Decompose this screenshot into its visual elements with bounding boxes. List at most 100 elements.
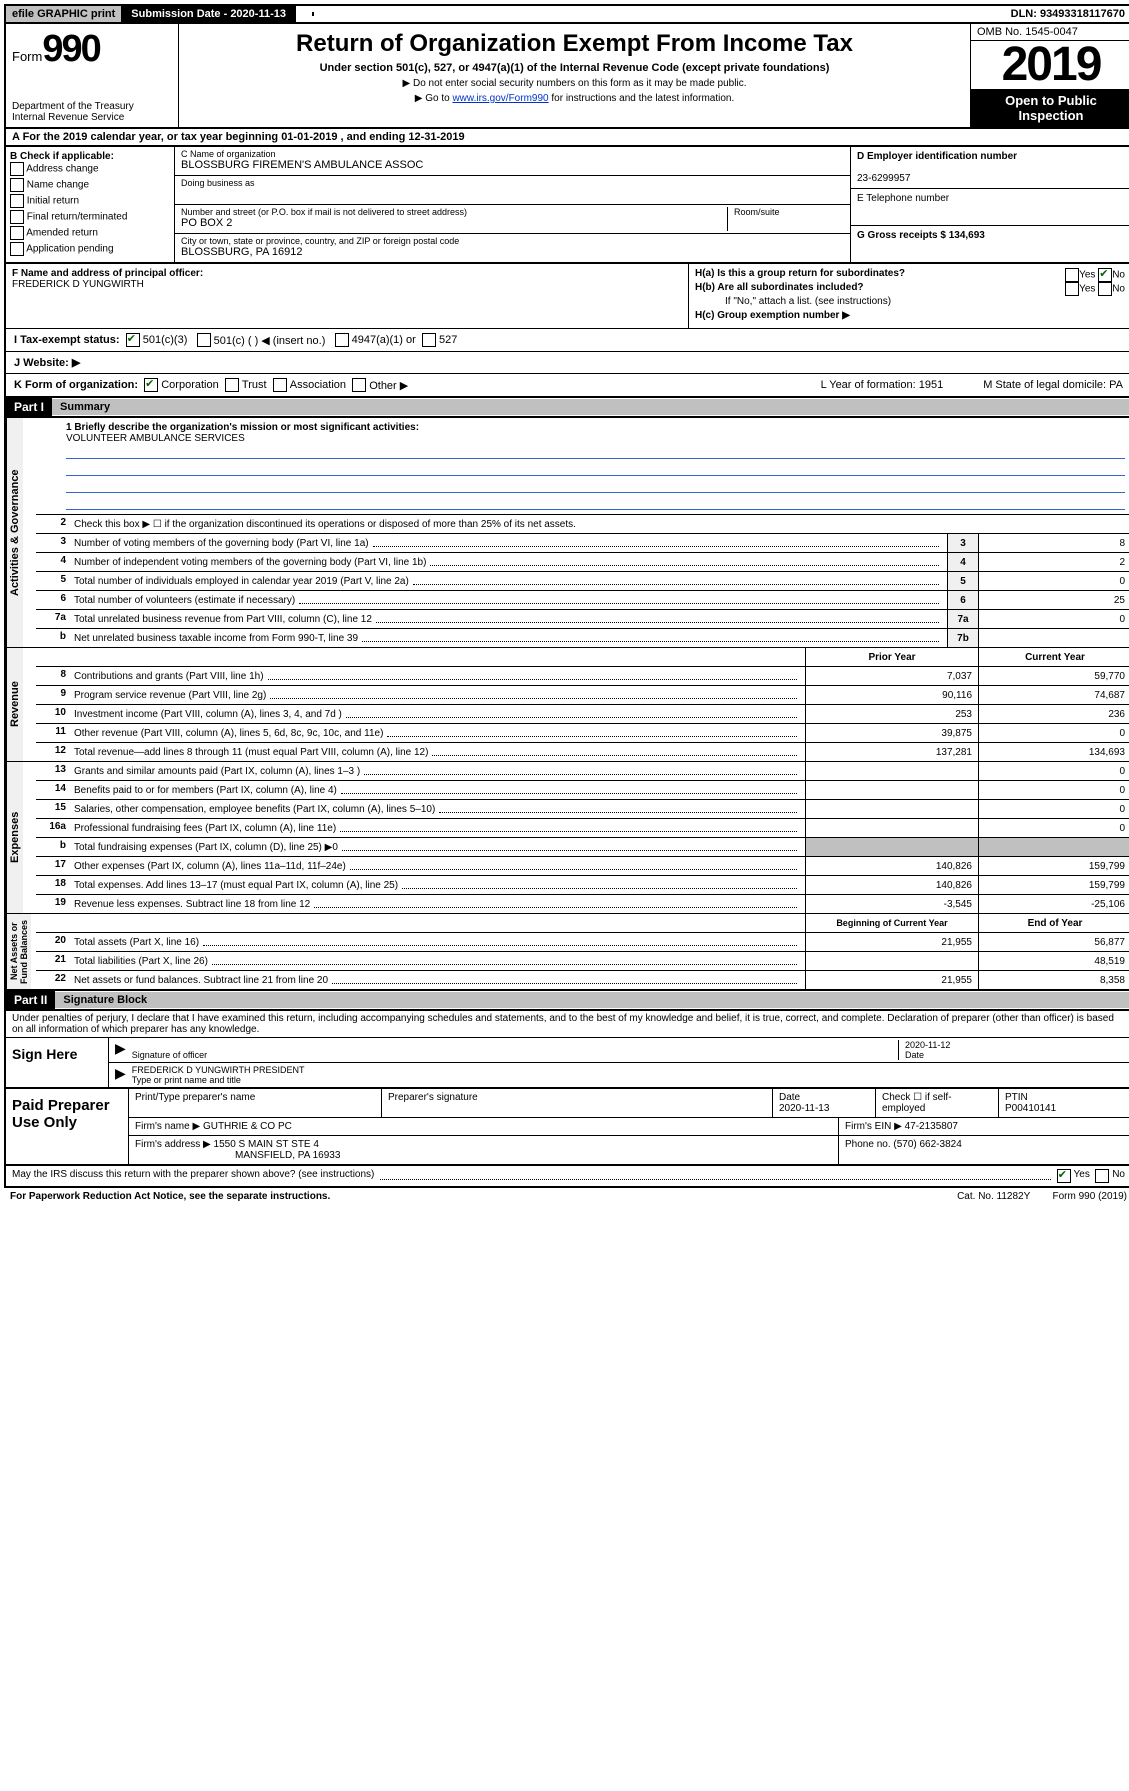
org-name-cell: C Name of organization BLOSSBURG FIREMEN… (175, 147, 850, 176)
netassets-section: Net Assets or Fund Balances Beginning of… (4, 913, 1129, 991)
dba-cell: Doing business as (175, 176, 850, 205)
rev-line-12: 12 Total revenue—add lines 8 through 11 … (36, 743, 1129, 761)
net-line-22: 22 Net assets or fund balances. Subtract… (36, 971, 1129, 989)
sig-name-line: ▶ FREDERICK D YUNGWIRTH PRESIDENTType or… (109, 1063, 1129, 1087)
chk-corp[interactable] (144, 378, 158, 392)
state-domicile: M State of legal domicile: PA (983, 379, 1123, 391)
sig-officer-line: ▶ Signature of officer 2020-11-12Date (109, 1038, 1129, 1063)
firm-ein: Firm's EIN ▶ 47-2135807 (839, 1118, 1129, 1135)
exp-line-b: b Total fundraising expenses (Part IX, c… (36, 838, 1129, 857)
form-number: Form990 (12, 28, 172, 71)
row-k-org-form: K Form of organization: Corporation Trus… (4, 374, 1129, 398)
exp-line-15: 15 Salaries, other compensation, employe… (36, 800, 1129, 819)
revenue-section: Revenue Prior Year Current Year 8 Contri… (4, 647, 1129, 761)
expenses-section: Expenses 13 Grants and similar amounts p… (4, 761, 1129, 913)
paid-header-row: Print/Type preparer's name Preparer's si… (129, 1089, 1129, 1118)
vlabel-netassets: Net Assets or Fund Balances (6, 914, 31, 989)
section-fgh: F Name and address of principal officer:… (4, 264, 1129, 329)
ein-value: 23-6299957 (857, 173, 910, 184)
netassets-header: Beginning of Current Year End of Year (36, 914, 1129, 933)
chk-final[interactable]: Final return/terminated (10, 210, 170, 224)
chk-initial[interactable]: Initial return (10, 194, 170, 208)
part-i-header: Part I Summary (4, 398, 1129, 418)
chk-address[interactable]: Address change (10, 162, 170, 176)
chk-name[interactable]: Name change (10, 178, 170, 192)
firm-name: GUTHRIE & CO PC (203, 1121, 292, 1132)
gross-receipts-cell: G Gross receipts $ 134,693 (851, 226, 1129, 262)
net-line-21: 21 Total liabilities (Part X, line 26) 4… (36, 952, 1129, 971)
row-a-period: A For the 2019 calendar year, or tax yea… (4, 129, 1129, 147)
ein-cell: D Employer identification number 23-6299… (851, 147, 1129, 189)
chk-501c[interactable] (197, 333, 211, 347)
form-subtitle: Under section 501(c), 527, or 4947(a)(1)… (185, 62, 964, 74)
gov-line-7a: 7a Total unrelated business revenue from… (36, 610, 1129, 629)
vlabel-revenue: Revenue (6, 648, 23, 761)
paid-preparer-section: Paid Preparer Use Only Print/Type prepar… (4, 1089, 1129, 1166)
paid-firm-row: Firm's name ▶ GUTHRIE & CO PC Firm's EIN… (129, 1118, 1129, 1136)
paid-label: Paid Preparer Use Only (6, 1089, 129, 1164)
phone-cell: E Telephone number (851, 189, 1129, 226)
rev-line-11: 11 Other revenue (Part VIII, column (A),… (36, 724, 1129, 743)
vlabel-expenses: Expenses (6, 762, 23, 913)
chk-assoc[interactable] (273, 378, 287, 392)
mission-block: 1 Briefly describe the organization's mi… (36, 418, 1129, 515)
col-b-checkboxes: B Check if applicable: Address change Na… (6, 147, 175, 262)
form-header: Form990 Department of the Treasury Inter… (4, 24, 1129, 129)
submission-spacer (296, 12, 314, 16)
col-c: C Name of organization BLOSSBURG FIREMEN… (175, 147, 851, 262)
chk-527[interactable] (422, 333, 436, 347)
sign-here-label: Sign Here (6, 1038, 109, 1087)
officer-name: FREDERICK D YUNGWIRTH (12, 279, 144, 290)
chk-4947[interactable] (335, 333, 349, 347)
h-c: H(c) Group exemption number ▶ (695, 310, 1125, 321)
chk-trust[interactable] (225, 378, 239, 392)
b-label: B Check if applicable: (10, 151, 114, 162)
gov-line-4: 4 Number of independent voting members o… (36, 553, 1129, 572)
prep-date: 2020-11-13 (779, 1103, 829, 1114)
dept-label: Department of the Treasury Internal Reve… (12, 101, 172, 123)
rev-line-8: 8 Contributions and grants (Part VIII, l… (36, 667, 1129, 686)
exp-line-19: 19 Revenue less expenses. Subtract line … (36, 895, 1129, 913)
footer-final: For Paperwork Reduction Act Notice, see … (4, 1188, 1129, 1205)
form-title: Return of Organization Exempt From Incom… (185, 30, 964, 58)
mission-text: VOLUNTEER AMBULANCE SERVICES (66, 433, 1125, 444)
exp-line-13: 13 Grants and similar amounts paid (Part… (36, 762, 1129, 781)
tax-year: 2019 (971, 41, 1129, 89)
irs-link[interactable]: www.irs.gov/Form990 (452, 93, 548, 104)
dln-label: DLN: 93493318117670 (1005, 6, 1129, 22)
chk-501c3[interactable] (126, 333, 140, 347)
line-2: 2 Check this box ▶ ☐ if the organization… (36, 515, 1129, 534)
col-f-officer: F Name and address of principal officer:… (6, 264, 689, 328)
gov-line-b: b Net unrelated business taxable income … (36, 629, 1129, 647)
year-formation: L Year of formation: 1951 (821, 379, 944, 391)
h-b: H(b) Are all subordinates included? Yes … (695, 282, 1125, 293)
gov-line-3: 3 Number of voting members of the govern… (36, 534, 1129, 553)
firm-addr: 1550 S MAIN ST STE 4 (214, 1139, 319, 1150)
note-1: ▶ Do not enter social security numbers o… (185, 78, 964, 89)
part-ii-header: Part II Signature Block (4, 991, 1129, 1011)
rev-line-10: 10 Investment income (Part VIII, column … (36, 705, 1129, 724)
exp-line-18: 18 Total expenses. Add lines 13–17 (must… (36, 876, 1129, 895)
header-left: Form990 Department of the Treasury Inter… (6, 24, 179, 127)
chk-discuss-no[interactable] (1095, 1169, 1109, 1183)
exp-line-16a: 16a Professional fundraising fees (Part … (36, 819, 1129, 838)
chk-discuss-yes[interactable] (1057, 1169, 1071, 1183)
rev-line-9: 9 Program service revenue (Part VIII, li… (36, 686, 1129, 705)
chk-other[interactable] (352, 378, 366, 392)
revenue-header: Prior Year Current Year (36, 648, 1129, 667)
note-2: ▶ Go to www.irs.gov/Form990 for instruct… (185, 93, 964, 104)
submission-date: Submission Date - 2020-11-13 (123, 6, 296, 22)
signature-section: Under penalties of perjury, I declare th… (4, 1011, 1129, 1089)
section-bcd: B Check if applicable: Address change Na… (4, 147, 1129, 264)
col-de: D Employer identification number 23-6299… (851, 147, 1129, 262)
governance-section: Activities & Governance 1 Briefly descri… (4, 418, 1129, 647)
exp-line-17: 17 Other expenses (Part IX, column (A), … (36, 857, 1129, 876)
room-label: Room/suite (728, 207, 844, 231)
h-b-note: If "No," attach a list. (see instruction… (695, 296, 1125, 307)
efile-label[interactable]: efile GRAPHIC print (6, 6, 123, 22)
chk-amended[interactable]: Amended return (10, 226, 170, 240)
chk-pending[interactable]: Application pending (10, 242, 170, 256)
address-cell: Number and street (or P.O. box if mail i… (175, 205, 850, 234)
row-j-website: J Website: ▶ (4, 352, 1129, 374)
gov-line-6: 6 Total number of volunteers (estimate i… (36, 591, 1129, 610)
